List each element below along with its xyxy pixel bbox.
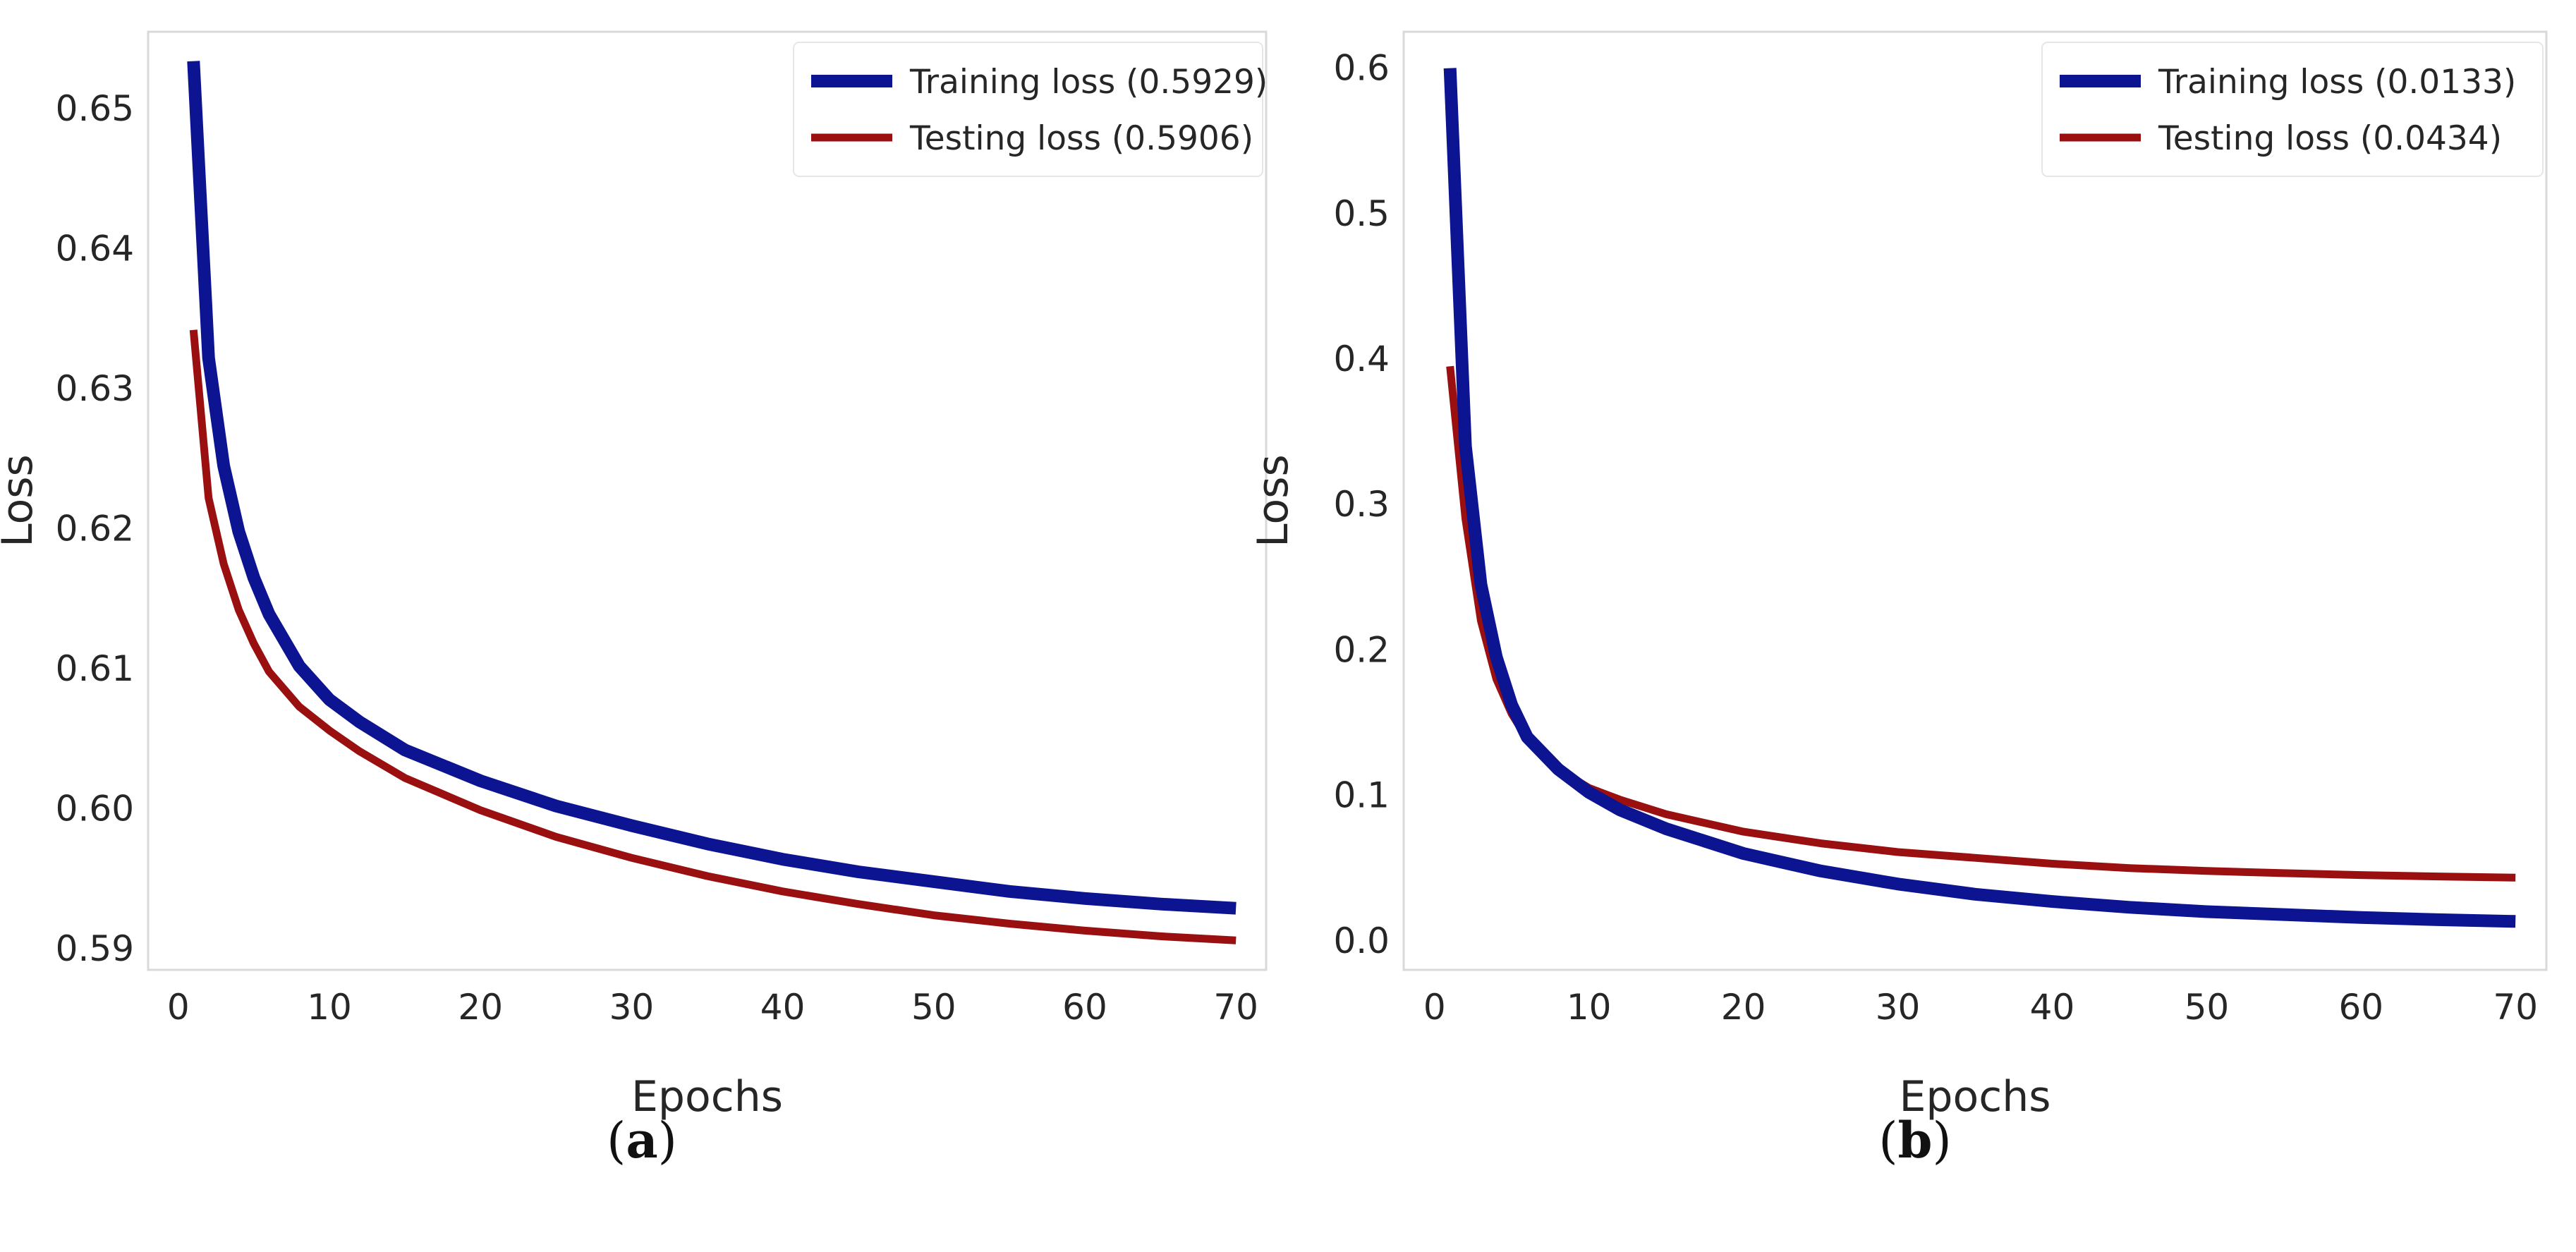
panel-a-legend-testing-label: Testing loss (0.5906) bbox=[909, 119, 1253, 158]
panel-b-plot-frame bbox=[1402, 30, 2548, 971]
panel-b-caption-close: ) bbox=[1932, 1112, 1952, 1169]
panel-a-legend: Training loss (0.5929) Testing loss (0.59… bbox=[793, 42, 1268, 177]
panel-a-caption-open: ( bbox=[607, 1112, 626, 1169]
panel-b-xtick-label: 20 bbox=[1721, 987, 1766, 1028]
panel-b-caption: (b) bbox=[1845, 1111, 1986, 1169]
panel-b-xtick-label: 60 bbox=[2338, 987, 2383, 1028]
panel-b-xtick-label: 30 bbox=[1876, 987, 1921, 1028]
panel-a-xtick-label: 0 bbox=[167, 987, 190, 1028]
panel-a-ytick-label: 0.59 bbox=[56, 928, 134, 969]
panel-a-xtick-label: 20 bbox=[458, 987, 503, 1028]
panel-b-legend-box bbox=[2041, 42, 2544, 177]
panel-b-xtick-label: 70 bbox=[2493, 987, 2538, 1028]
panel-a-xtick-label: 60 bbox=[1062, 987, 1107, 1028]
panel-b-caption-letter: b bbox=[1897, 1111, 1933, 1169]
panel-b-xtick-label: 50 bbox=[2185, 987, 2230, 1028]
panel-a-y-axis-label: Loss bbox=[0, 454, 42, 547]
panel-a-xtick-label: 30 bbox=[609, 987, 655, 1028]
panel-b-ytick-label: 0.2 bbox=[1333, 629, 1390, 670]
panel-a-chart: 0 10 20 30 40 50 60 70 0.59 0.60 0.61 0.62 0.63 0.64 0… bbox=[0, 30, 1268, 1122]
panel-a-ytick-label: 0.63 bbox=[56, 368, 134, 409]
panel-a-xtick-label: 10 bbox=[307, 987, 352, 1028]
panel-a-legend-box bbox=[793, 42, 1263, 177]
panel-b-legend-testing-label: Testing loss (0.0434) bbox=[2158, 119, 2502, 158]
panel-b-y-axis-label: Loss bbox=[1248, 454, 1298, 547]
panel-b-legend: Training loss (0.0133) Testing loss (0.04… bbox=[2041, 42, 2544, 177]
panel-b-ytick-label: 0.6 bbox=[1333, 48, 1390, 89]
panel-a-ytick-label: 0.62 bbox=[56, 509, 134, 549]
panel-b-legend-training-label: Training loss (0.0133) bbox=[2158, 63, 2516, 102]
panel-a-ytick-label: 0.64 bbox=[56, 229, 134, 269]
panel-b-ytick-label: 0.4 bbox=[1333, 339, 1390, 379]
panel-a-testing-loss-line bbox=[189, 329, 1237, 944]
panel-a-ytick-label: 0.60 bbox=[56, 789, 134, 829]
panel-b-caption-open: ( bbox=[1878, 1112, 1898, 1169]
panel-b-x-axis-label: Epochs bbox=[1900, 1072, 2051, 1122]
panel-a-caption-letter: a bbox=[626, 1111, 658, 1169]
panel-a-caption-close: ) bbox=[657, 1112, 677, 1169]
panel-a-xtick-label: 50 bbox=[911, 987, 956, 1028]
panel-b-ytick-label: 0.0 bbox=[1333, 920, 1390, 961]
panel-b-xtick-label: 10 bbox=[1567, 987, 1612, 1028]
panel-b-ytick-label: 0.1 bbox=[1333, 775, 1390, 816]
panel-b-ytick-label: 0.3 bbox=[1333, 484, 1390, 525]
panel-a-x-axis-label: Epochs bbox=[631, 1072, 783, 1122]
panel-b-ytick-label: 0.5 bbox=[1333, 193, 1390, 234]
panel-b-xtick-label: 40 bbox=[2030, 987, 2075, 1028]
panel-a-ytick-label: 0.61 bbox=[56, 648, 134, 689]
panel-b-xtick-label: 0 bbox=[1423, 987, 1446, 1028]
panel-a-training-loss-line bbox=[187, 61, 1237, 915]
panel-a-caption: (a) bbox=[571, 1111, 712, 1169]
panel-a-legend-training-label: Training loss (0.5929) bbox=[909, 63, 1268, 102]
panel-b-training-loss-line bbox=[1443, 68, 2516, 928]
panel-a-xtick-label: 40 bbox=[760, 987, 806, 1028]
panel-a-xtick-label: 70 bbox=[1213, 987, 1258, 1028]
panel-a-plot-frame bbox=[147, 30, 1268, 971]
panel-a-ytick-label: 0.65 bbox=[56, 88, 134, 129]
panel-b-chart: 0 10 20 30 40 50 60 70 0.0 0.1 0.2 0.3 0.4 0.5 0.6 Epoc… bbox=[1248, 30, 2548, 1122]
